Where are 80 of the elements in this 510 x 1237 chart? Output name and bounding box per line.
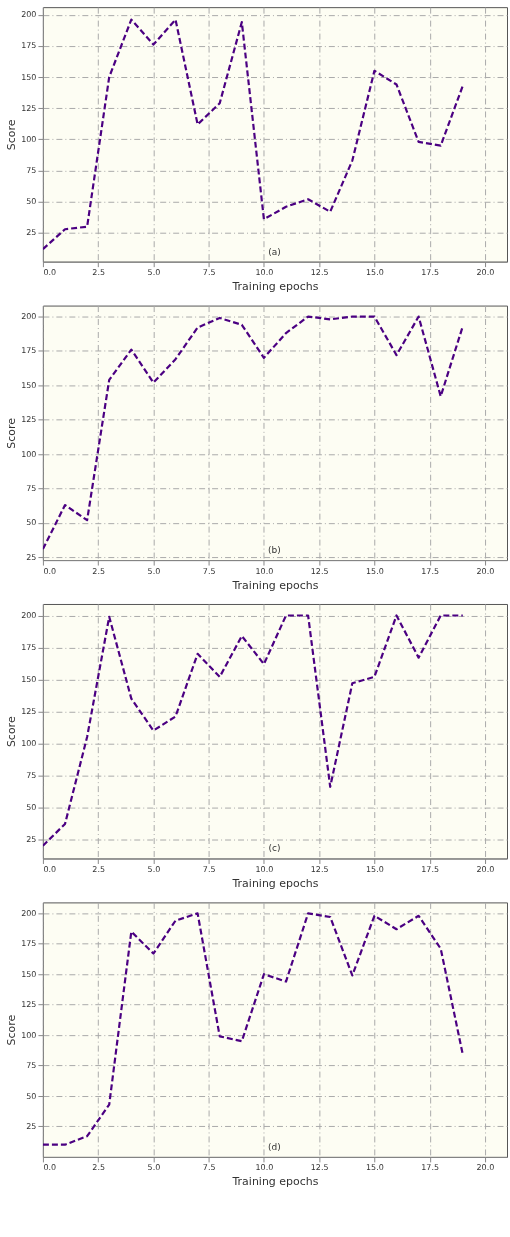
x-tick-label: 2.5 [92, 566, 106, 576]
x-tick-label: 10.0 [255, 268, 274, 278]
y-tick-label: 75 [26, 484, 37, 494]
x-tick-label: 15.0 [366, 864, 384, 874]
x-tick-label: 5.0 [147, 268, 161, 278]
x-tick-label: 10.0 [255, 1163, 274, 1173]
y-tick-label: 125 [21, 415, 37, 425]
y-tick-label: 25 [26, 1121, 37, 1131]
y-tick-label: 100 [21, 449, 37, 459]
y-tick-label: 100 [21, 738, 37, 748]
x-tick-label: 12.5 [310, 566, 329, 576]
x-tick-label: 12.5 [310, 268, 329, 278]
y-axis-title: Score [5, 119, 19, 151]
x-axis-title: Training epochs [231, 1175, 319, 1189]
y-tick-label: 75 [26, 1061, 37, 1071]
y-tick-label: 50 [26, 197, 37, 207]
y-tick-label: 100 [21, 1030, 37, 1040]
annotation: (b) [268, 545, 281, 556]
y-tick-label: 25 [26, 228, 37, 238]
y-tick-label: 200 [21, 610, 37, 620]
x-tick-label: 20.0 [476, 1163, 495, 1173]
annotation: (d) [268, 1141, 281, 1152]
x-tick-label: 20.0 [476, 864, 495, 874]
x-tick-label: 2.5 [92, 1163, 106, 1173]
y-tick-label: 150 [21, 380, 37, 390]
x-tick-label: 17.5 [421, 864, 440, 874]
x-tick-label: 15.0 [366, 268, 384, 278]
y-tick-label: 100 [21, 134, 37, 144]
y-tick-label: 175 [21, 642, 37, 652]
y-tick-label: 125 [21, 1000, 37, 1010]
x-tick-label: 12.5 [310, 1163, 329, 1173]
y-axis-title: Score [5, 417, 19, 449]
x-tick-label: 7.5 [202, 566, 216, 576]
y-tick-label: 200 [21, 908, 37, 918]
x-axis-title: Training epochs [231, 280, 319, 294]
y-tick-label: 50 [26, 1091, 37, 1101]
y-tick-label: 150 [21, 72, 37, 82]
x-axis-title: Training epochs [231, 876, 319, 890]
x-tick-label: 20.0 [476, 268, 495, 278]
x-tick-label: 7.5 [202, 864, 216, 874]
x-tick-label: 7.5 [202, 268, 216, 278]
x-tick-label: 10.0 [255, 864, 274, 874]
x-tick-label: 0.0 [43, 566, 57, 576]
x-tick-label: 15.0 [366, 1163, 384, 1173]
x-tick-label: 10.0 [255, 566, 274, 576]
y-tick-label: 125 [21, 706, 37, 716]
y-tick-label: 25 [26, 552, 37, 562]
y-tick-label: 25 [26, 834, 37, 844]
y-axis-title: Score [5, 1014, 19, 1046]
annotation: (a) [268, 246, 281, 257]
y-tick-label: 75 [26, 166, 37, 176]
annotation: (c) [268, 843, 281, 854]
x-tick-label: 0.0 [43, 864, 57, 874]
y-tick-label: 200 [21, 10, 37, 20]
x-tick-label: 17.5 [421, 566, 440, 576]
y-tick-label: 175 [21, 939, 37, 949]
y-tick-label: 175 [21, 41, 37, 51]
y-tick-label: 200 [21, 312, 37, 322]
y-tick-label: 50 [26, 518, 37, 528]
x-tick-label: 17.5 [421, 268, 440, 278]
x-tick-label: 2.5 [92, 864, 106, 874]
x-tick-label: 7.5 [202, 1163, 216, 1173]
y-tick-label: 50 [26, 802, 37, 812]
x-tick-label: 0.0 [43, 1163, 57, 1173]
y-tick-label: 150 [21, 969, 37, 979]
y-tick-label: 150 [21, 674, 37, 684]
x-tick-label: 0.0 [43, 268, 57, 278]
x-tick-label: 15.0 [366, 566, 384, 576]
y-axis-title: Score [5, 716, 19, 748]
x-axis-title: Training epochs [231, 578, 319, 592]
y-tick-label: 75 [26, 770, 37, 780]
y-tick-label: 125 [21, 103, 37, 113]
x-tick-label: 20.0 [476, 566, 495, 576]
x-tick-label: 5.0 [147, 864, 161, 874]
y-tick-label: 175 [21, 346, 37, 356]
x-tick-label: 17.5 [421, 1163, 440, 1173]
x-tick-label: 5.0 [147, 1163, 161, 1173]
x-tick-label: 5.0 [147, 566, 161, 576]
x-tick-label: 12.5 [310, 864, 329, 874]
x-tick-label: 2.5 [92, 268, 106, 278]
